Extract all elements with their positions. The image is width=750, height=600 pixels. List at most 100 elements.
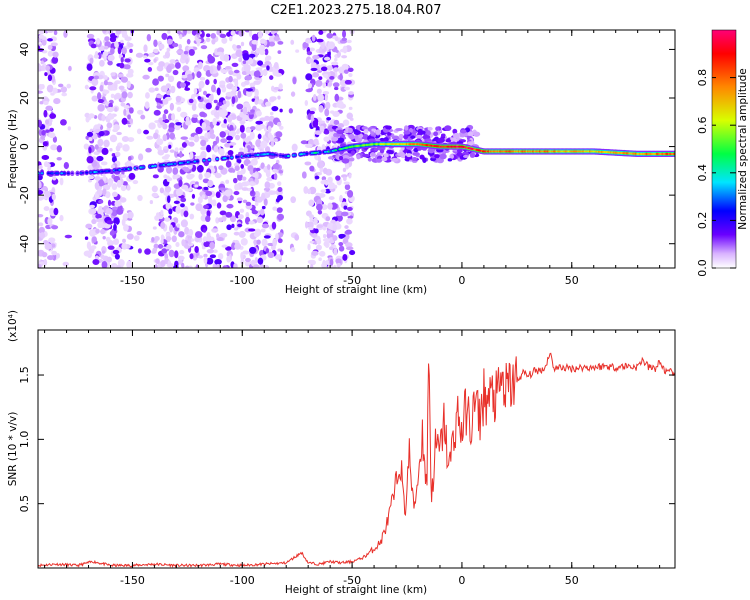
noise-point [135,52,144,58]
noise-point [83,143,90,150]
noise-point [107,113,115,120]
noise-point [198,102,204,109]
noise-point [118,85,125,91]
noise-point [206,257,214,265]
spectrogram-x-tick-label: 0 [458,274,465,287]
noise-point [200,45,208,50]
noise-point [118,73,124,77]
noise-point [183,210,189,218]
noise-point [103,79,108,86]
noise-point [216,30,223,36]
noise-point [51,225,59,230]
noise-point [116,265,122,268]
noise-point [339,73,343,81]
noise-point [40,134,46,140]
snr-x-tick-label: 0 [458,574,465,587]
noise-point [348,127,353,134]
noise-point [185,265,190,268]
noise-point [257,30,263,39]
noise-point [193,87,198,95]
noise-point [60,86,68,93]
noise-point [51,56,59,64]
noise-point [315,192,321,197]
noise-point [122,181,128,186]
noise-point [236,197,243,202]
noise-point [411,156,418,162]
noise-point [41,155,50,160]
spectrogram-x-tick-label: -50 [343,274,361,287]
noise-point [228,130,237,137]
noise-point [153,109,161,116]
noise-point [160,259,166,267]
spectrogram-heatmap [38,30,675,268]
noise-point [176,30,182,35]
noise-point [273,86,280,91]
noise-point [164,217,171,222]
noise-point [144,101,150,109]
noise-point [95,228,100,234]
noise-point [186,38,191,45]
spectrogram-y-tick-label: 40 [18,42,31,56]
noise-point [452,132,461,139]
noise-point [99,59,105,67]
noise-point [314,130,322,135]
ridge-core [236,155,240,158]
noise-point [59,177,64,186]
noise-point [181,141,187,148]
noise-point [254,88,259,97]
noise-point [253,80,261,85]
noise-point [98,131,105,137]
noise-point [168,208,173,215]
noise-point [250,109,255,113]
noise-point [310,114,315,122]
noise-point [335,210,343,217]
noise-point [103,45,109,50]
noise-point [445,138,452,143]
noise-point [95,218,103,223]
noise-point [375,129,382,135]
noise-point [188,136,196,141]
noise-point [199,111,206,118]
ridge-core [275,153,278,156]
noise-point [180,203,185,208]
ridge-core [254,154,257,157]
noise-point [180,219,188,228]
noise-point [320,189,327,193]
noise-point [197,196,203,204]
noise-point [227,115,233,123]
noise-point [168,249,175,258]
noise-point [43,100,49,105]
noise-point [456,149,463,153]
noise-point [222,100,227,105]
noise-point [193,134,200,143]
noise-point [92,236,97,243]
noise-point [317,93,325,102]
noise-point [45,65,51,71]
noise-point [213,146,219,153]
noise-point [362,153,370,158]
noise-point [117,46,122,55]
noise-point [209,133,216,140]
noise-point [188,237,192,245]
noise-point [44,243,52,251]
ridge-core [173,162,177,165]
noise-point [348,106,353,110]
noise-point [313,138,319,146]
noise-point [178,43,182,50]
noise-point [277,194,283,201]
ridge-core [334,149,338,152]
noise-point [89,208,97,215]
noise-point [358,133,364,139]
noise-point [347,67,354,72]
noise-point [205,102,212,110]
noise-point [157,75,164,82]
noise-point [219,210,227,216]
noise-point [109,230,115,236]
noise-point [437,137,445,143]
noise-point [212,199,217,207]
noise-point [209,254,217,259]
noise-point [113,238,120,245]
noise-point [89,57,94,65]
noise-point [288,108,294,114]
noise-point [250,158,258,166]
